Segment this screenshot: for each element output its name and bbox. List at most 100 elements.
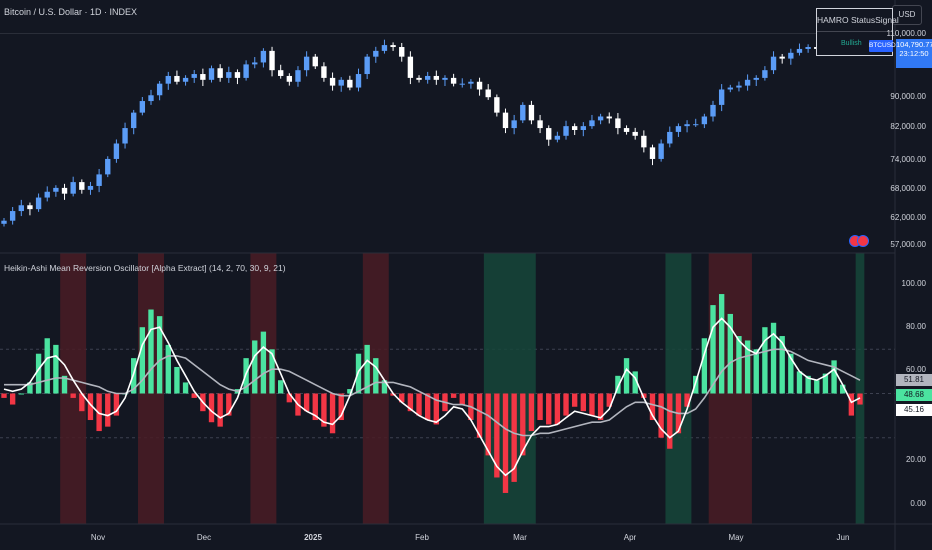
osc-label-20: 20.00 xyxy=(905,455,926,464)
candle-body xyxy=(407,56,414,78)
candle-body xyxy=(182,77,189,82)
candle xyxy=(701,113,708,129)
histogram-bar xyxy=(485,393,491,456)
histogram-bar xyxy=(831,360,837,394)
signal-line-value-tag: 51.81 xyxy=(896,374,932,386)
candle-body xyxy=(675,126,682,132)
indicator-title[interactable]: Heikin-Ashi Mean Reversion Oscillator [A… xyxy=(4,263,286,273)
candle-body xyxy=(554,135,561,140)
oscillator-value-tag: 45.16 xyxy=(896,404,932,416)
candle-body xyxy=(96,174,102,186)
candle xyxy=(53,185,59,197)
osc-label-0: 0.00 xyxy=(910,499,926,508)
candle xyxy=(347,75,353,91)
candle-body xyxy=(468,81,474,84)
candle xyxy=(459,78,465,88)
histogram-bar xyxy=(381,380,388,394)
candle-body xyxy=(338,79,344,86)
candle xyxy=(243,60,249,81)
histogram-bar xyxy=(399,393,405,403)
oscillator-lines xyxy=(3,317,861,477)
candle xyxy=(191,69,197,83)
candle xyxy=(329,72,336,91)
candle xyxy=(312,53,318,70)
candle xyxy=(502,108,509,134)
candle xyxy=(796,43,803,56)
candle-body xyxy=(321,66,327,78)
candle xyxy=(390,42,396,51)
candle xyxy=(718,84,725,112)
price-label-110000: 110,000.00 xyxy=(886,29,926,38)
time-label-apr: Apr xyxy=(623,533,637,542)
histogram-value-tag: 48.68 xyxy=(896,389,932,401)
histogram-bar xyxy=(779,336,785,394)
histogram-bar xyxy=(580,393,586,412)
candle-body xyxy=(364,56,370,75)
candle xyxy=(520,102,526,124)
candle-body xyxy=(597,116,604,121)
candle xyxy=(182,75,189,86)
histogram-bar xyxy=(814,380,820,394)
candle-body xyxy=(450,77,457,84)
candle xyxy=(96,168,102,193)
candle-body xyxy=(226,72,232,78)
candle-body xyxy=(252,62,258,65)
candle xyxy=(226,66,232,83)
price-label-82000: 82,000.00 xyxy=(890,122,926,131)
candle xyxy=(156,80,163,101)
candle xyxy=(381,39,388,54)
histogram-bar xyxy=(546,393,552,425)
candle xyxy=(131,109,137,135)
status-col-signal: Signal xyxy=(875,15,899,25)
candle-body xyxy=(632,131,638,136)
candle-body xyxy=(217,68,223,78)
candle xyxy=(35,193,42,212)
histogram-bar xyxy=(321,393,327,427)
candle-body xyxy=(528,104,535,121)
candle-body xyxy=(736,85,742,88)
histogram-bar xyxy=(459,393,465,405)
candle xyxy=(165,71,171,90)
histogram-bar xyxy=(269,349,275,394)
candle xyxy=(321,62,327,82)
candle xyxy=(710,100,716,122)
histogram-bar xyxy=(373,358,379,394)
osc-label-80: 80.00 xyxy=(905,322,926,331)
histogram-bar xyxy=(710,305,716,394)
candle-body xyxy=(122,128,128,144)
price-label-74000: 74,000.00 xyxy=(890,155,926,164)
candle xyxy=(1,218,7,227)
candle xyxy=(424,71,431,84)
histogram-bar xyxy=(260,331,267,394)
histogram-bar xyxy=(27,382,33,394)
bullish-zone xyxy=(665,253,692,524)
histogram-bar xyxy=(18,393,24,395)
histogram-bar xyxy=(615,375,621,394)
time-label-mar: Mar xyxy=(513,533,527,542)
candle-body xyxy=(537,120,543,129)
candle-body xyxy=(796,48,803,53)
candle xyxy=(407,51,414,85)
time-label-feb: Feb xyxy=(415,533,429,542)
candle-body xyxy=(234,72,241,78)
candle xyxy=(338,77,344,92)
histogram-bar xyxy=(364,344,370,394)
candle-body xyxy=(260,50,267,63)
candle xyxy=(122,122,128,149)
candle xyxy=(597,113,604,125)
candle-body xyxy=(165,75,171,84)
time-label-2025: 2025 xyxy=(304,533,322,542)
candle xyxy=(641,130,647,153)
candle-body xyxy=(148,95,154,102)
last-price-label[interactable]: 104,790.77 23:12:50 xyxy=(896,39,932,68)
bar-countdown: 23:12:50 xyxy=(899,49,929,58)
symbol-title[interactable]: Bitcoin / U.S. Dollar · 1D · INDEX xyxy=(4,7,138,17)
candle-body xyxy=(684,124,690,127)
histogram-bar xyxy=(727,313,733,394)
candle xyxy=(70,176,76,197)
price-label-90000: 90,000.00 xyxy=(890,92,926,101)
event-flag-icon[interactable] xyxy=(857,235,869,247)
histogram-bar xyxy=(53,344,59,394)
histogram-bar xyxy=(641,393,647,398)
